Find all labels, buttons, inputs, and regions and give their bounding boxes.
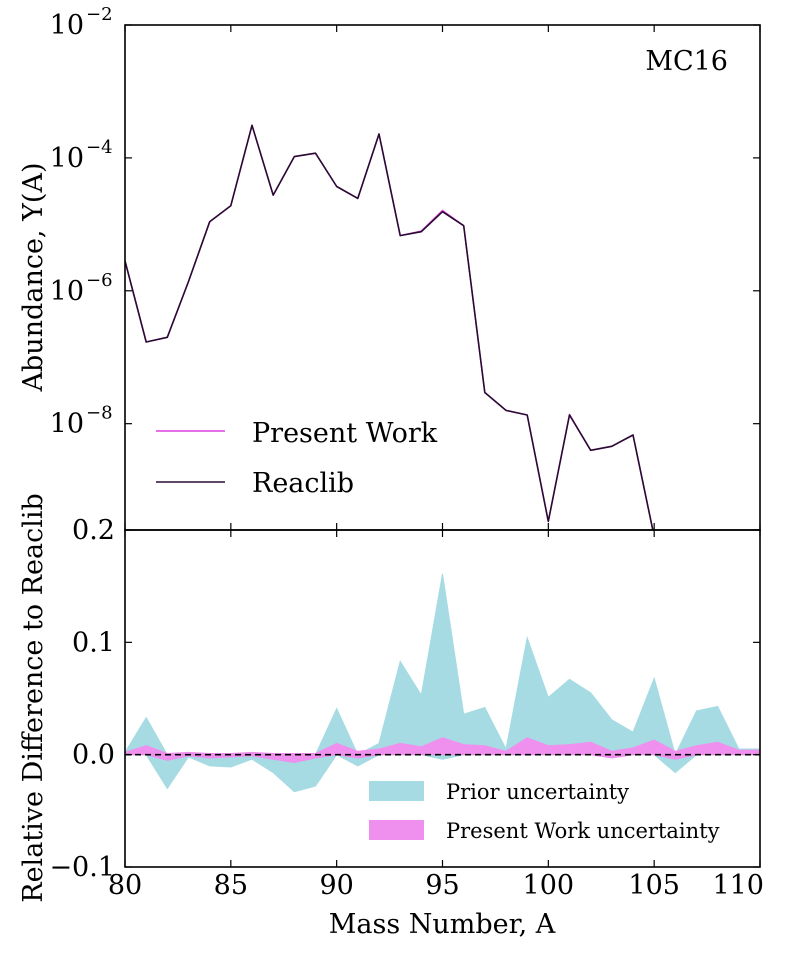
bottom-y-tick-label: −0.1	[49, 852, 115, 883]
x-tick-label: 105	[628, 870, 680, 901]
legend-reaclib-label: Reaclib	[252, 468, 354, 499]
bottom-y-tick-label: 0.2	[72, 515, 115, 546]
x-tick-label: 90	[319, 870, 353, 901]
legend-prior-uncertainty-swatch	[369, 781, 424, 801]
x-tick-label: 95	[425, 870, 459, 901]
legend-present-work-uncertainty-swatch	[369, 820, 424, 840]
top-y-tick-exponent: −8	[86, 403, 113, 424]
x-tick-label: 85	[214, 870, 248, 901]
x-tick-label: 80	[108, 870, 142, 901]
top-annotation: MC16	[645, 46, 728, 77]
top-y-axis-label: Abundance, Y(A)	[18, 163, 49, 393]
bottom-plot-area	[125, 573, 760, 793]
legend-present-work-label: Present Work	[252, 418, 438, 449]
x-tick-label: 100	[523, 870, 575, 901]
bottom-y-tick-label: 0.0	[72, 740, 115, 771]
top-y-tick-label: 10	[50, 10, 84, 41]
band-prior-uncertainty	[125, 573, 760, 793]
band-present-work-uncertainty	[125, 737, 760, 764]
top-axes-frame	[124, 24, 761, 531]
x-axis-label: Mass Number, A	[329, 909, 556, 940]
top-y-tick-exponent: −6	[86, 270, 113, 291]
legend-present-work-uncertainty-label: Present Work uncertainty	[446, 819, 720, 843]
bottom-y-tick-label: 0.1	[72, 627, 115, 658]
x-tick-label: 110	[712, 870, 764, 901]
top-panel: 10−210−410−610−8	[50, 4, 761, 531]
bottom-panel: −0.1 0.0 0.1 0.2 80 85 90 95 100 105 110	[49, 515, 764, 901]
top-plot-area	[125, 124, 654, 530]
top-y-tick-exponent: −2	[86, 4, 113, 25]
legend-prior-uncertainty-label: Prior uncertainty	[446, 780, 629, 804]
top-y-tick-label: 10	[50, 276, 84, 307]
top-y-tick-label: 10	[50, 143, 84, 174]
series-line-reaclib	[125, 124, 654, 530]
series-line-present-work	[125, 124, 654, 530]
top-y-tick-label: 10	[50, 409, 84, 440]
top-y-tick-exponent: −4	[86, 137, 113, 158]
bottom-y-axis-label: Relative Difference to Reaclib	[18, 493, 49, 903]
